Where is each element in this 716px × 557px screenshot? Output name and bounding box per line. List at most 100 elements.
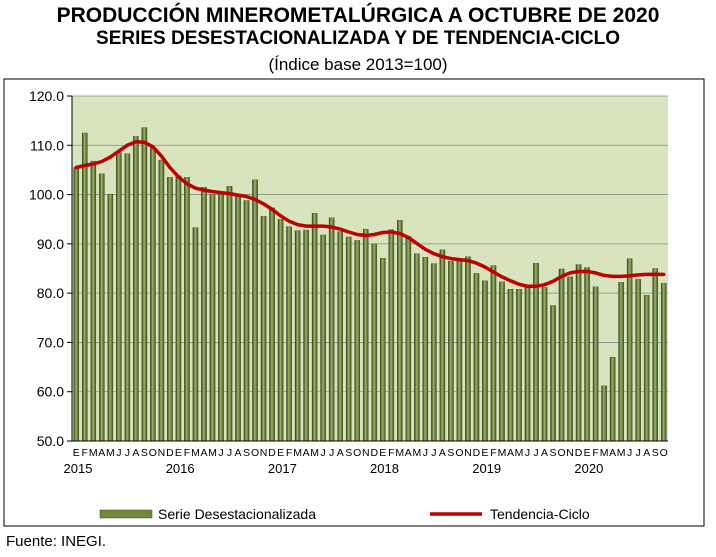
bar <box>618 282 624 442</box>
bar <box>81 132 88 442</box>
x-year-label: 2017 <box>268 461 297 476</box>
bar <box>328 217 335 442</box>
x-month-label: M <box>617 447 626 459</box>
x-month-label: F <box>592 447 598 459</box>
x-month-label: F <box>490 447 496 459</box>
x-month-label: D <box>370 447 378 459</box>
x-month-label: F <box>184 447 190 459</box>
bar <box>73 167 80 442</box>
y-tick-label: 110.0 <box>30 137 64 153</box>
bar <box>150 147 156 442</box>
bar <box>90 160 97 442</box>
x-month-label: A <box>541 447 548 459</box>
x-month-label: N <box>566 447 574 459</box>
bar <box>371 243 378 442</box>
x-month-label: N <box>260 447 268 459</box>
bar <box>397 220 403 442</box>
x-month-label: S <box>141 447 148 459</box>
bar <box>311 213 318 442</box>
x-month-label: D <box>166 447 174 459</box>
bar <box>439 249 446 442</box>
x-month-label: J <box>321 447 326 459</box>
bar <box>414 253 420 442</box>
x-month-label: S <box>345 447 352 459</box>
bar <box>354 240 361 442</box>
y-tick-label: 120.0 <box>29 88 64 104</box>
x-month-label: O <box>353 447 361 459</box>
x-month-label: O <box>251 447 259 459</box>
x-month-label: M <box>293 447 302 459</box>
x-year-label: 2018 <box>370 461 399 476</box>
bar <box>499 281 505 442</box>
bar <box>558 268 565 442</box>
x-month-label: E <box>175 447 182 459</box>
bar <box>218 194 224 442</box>
x-month-label: A <box>643 447 650 459</box>
y-tick-label: 90.0 <box>37 236 64 252</box>
x-month-label: J <box>525 447 530 459</box>
bar <box>465 256 471 442</box>
x-year-label: 2019 <box>472 461 501 476</box>
bar <box>337 231 343 442</box>
y-tick-label: 70.0 <box>37 334 64 350</box>
x-month-label: S <box>447 447 454 459</box>
x-month-label: N <box>158 447 166 459</box>
bar <box>124 153 131 442</box>
x-month-label: S <box>652 447 659 459</box>
bar <box>362 228 369 442</box>
chart-title-line2: SERIES DESESTACIONALIZADA Y DE TENDENCIA… <box>96 28 620 49</box>
bar <box>388 229 395 442</box>
y-tick-label: 50.0 <box>37 433 64 449</box>
y-axis-ticks: 50.0 60.0 70.0 80.0 90.0 100.0 110.0 120.0 <box>29 88 668 449</box>
bar <box>260 216 267 442</box>
bar <box>490 265 497 442</box>
bar <box>660 283 667 442</box>
bar <box>635 279 641 442</box>
trend-line <box>74 140 666 288</box>
bar <box>507 289 514 442</box>
bar <box>167 177 173 442</box>
bar <box>99 173 105 442</box>
bar <box>286 226 292 442</box>
x-month-label: A <box>507 447 514 459</box>
bar <box>201 187 207 442</box>
x-month-label: J <box>125 447 130 459</box>
x-month-label: A <box>98 447 105 459</box>
x-month-label: F <box>388 447 394 459</box>
x-month-label: S <box>550 447 557 459</box>
x-month-label: J <box>627 447 632 459</box>
x-month-label: O <box>557 447 565 459</box>
bar <box>277 219 284 442</box>
legend-swatch-bar <box>99 509 153 519</box>
bar <box>567 276 573 442</box>
x-month-label: O <box>660 447 668 459</box>
x-month-label: J <box>227 447 232 459</box>
bar <box>141 127 148 442</box>
legend-label-line: Tendencia-Ciclo <box>490 506 590 522</box>
source-note: Fuente: INEGI. <box>6 533 107 550</box>
x-month-label: E <box>481 447 488 459</box>
x-month-label: E <box>277 447 284 459</box>
bar <box>405 236 412 442</box>
y-tick-label: 60.0 <box>37 384 64 400</box>
x-month-label: M <box>310 447 319 459</box>
bar <box>235 195 241 442</box>
x-month-label: J <box>636 447 641 459</box>
chart-subtitle: (Índice base 2013=100) <box>268 55 448 74</box>
bar <box>550 305 556 442</box>
bar <box>116 152 122 442</box>
bar <box>524 287 531 442</box>
bar <box>192 227 199 442</box>
bar <box>652 268 659 442</box>
x-month-label: A <box>200 447 207 459</box>
x-month-label: M <box>89 447 98 459</box>
bar <box>345 236 352 442</box>
bar <box>592 286 599 442</box>
bar <box>643 294 650 442</box>
x-month-label: D <box>575 447 583 459</box>
x-month-label: M <box>191 447 200 459</box>
legend: Serie Desestacionalizada Tendencia-Ciclo <box>99 506 590 522</box>
bar <box>184 177 190 442</box>
bar <box>516 289 522 442</box>
